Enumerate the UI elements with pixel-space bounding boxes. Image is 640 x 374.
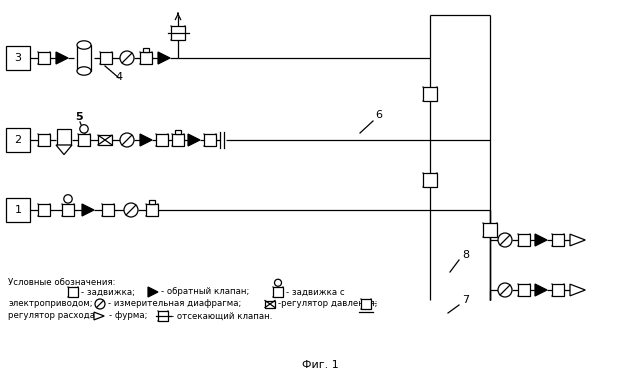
Bar <box>552 284 564 296</box>
Polygon shape <box>94 312 104 320</box>
Bar <box>6 128 30 152</box>
Bar <box>68 287 78 297</box>
Bar <box>273 287 283 297</box>
Circle shape <box>498 233 512 247</box>
Ellipse shape <box>77 67 91 75</box>
Circle shape <box>275 279 282 286</box>
Circle shape <box>498 283 512 297</box>
Bar <box>38 134 50 146</box>
Polygon shape <box>535 234 547 246</box>
Bar <box>57 129 71 145</box>
Text: - задвижка;: - задвижка; <box>81 288 135 297</box>
Bar <box>518 284 530 296</box>
Bar <box>171 26 185 40</box>
Polygon shape <box>140 134 152 146</box>
Text: 2: 2 <box>15 135 22 145</box>
Circle shape <box>120 51 134 65</box>
Text: - фурма;: - фурма; <box>109 312 147 321</box>
Polygon shape <box>188 134 200 146</box>
Text: - обратный клапан;: - обратный клапан; <box>161 288 250 297</box>
Text: - задвижка с: - задвижка с <box>286 288 344 297</box>
Text: -регулятор давления;: -регулятор давления; <box>278 300 378 309</box>
Bar <box>204 134 216 146</box>
Ellipse shape <box>77 41 91 49</box>
Polygon shape <box>56 52 68 64</box>
Bar <box>175 130 181 134</box>
Bar <box>483 223 497 237</box>
Circle shape <box>95 299 105 309</box>
Bar <box>172 134 184 146</box>
Circle shape <box>80 125 88 133</box>
Bar <box>265 300 275 307</box>
Bar <box>423 173 437 187</box>
Bar <box>156 134 168 146</box>
Text: 3: 3 <box>15 53 22 63</box>
Polygon shape <box>570 234 586 246</box>
Bar <box>102 204 114 216</box>
Bar <box>100 52 112 64</box>
Polygon shape <box>158 52 170 64</box>
Circle shape <box>64 195 72 203</box>
Bar <box>158 311 168 321</box>
Text: электроприводом;: электроприводом; <box>8 300 93 309</box>
Bar <box>6 46 30 70</box>
Bar <box>62 204 74 216</box>
Text: - измерительная диафрагма;: - измерительная диафрагма; <box>108 300 241 309</box>
Polygon shape <box>56 145 72 154</box>
Bar <box>361 299 371 309</box>
Text: 1: 1 <box>15 205 22 215</box>
Bar <box>140 52 152 64</box>
Text: 5: 5 <box>75 112 83 122</box>
Circle shape <box>124 203 138 217</box>
Bar <box>149 200 155 204</box>
Bar <box>518 234 530 246</box>
Bar <box>38 52 50 64</box>
Bar <box>143 48 149 52</box>
Text: регулятор расхода;: регулятор расхода; <box>8 312 98 321</box>
Text: 8: 8 <box>462 250 469 260</box>
Polygon shape <box>570 284 586 296</box>
Bar <box>98 135 112 145</box>
Text: Условные обозначения:: Условные обозначения: <box>8 278 115 287</box>
Bar <box>77 45 91 71</box>
Text: 7: 7 <box>462 295 469 305</box>
Text: 4: 4 <box>115 72 122 82</box>
Text: 6: 6 <box>375 110 382 120</box>
Bar <box>146 204 158 216</box>
Polygon shape <box>148 287 158 297</box>
Bar <box>38 204 50 216</box>
Text: -: - <box>374 300 377 309</box>
Text: Фиг. 1: Фиг. 1 <box>301 360 339 370</box>
Bar <box>6 198 30 222</box>
Bar <box>552 234 564 246</box>
Circle shape <box>120 133 134 147</box>
Text: - отсекающий клапан.: - отсекающий клапан. <box>171 312 273 321</box>
Bar <box>78 134 90 146</box>
Bar <box>423 87 437 101</box>
Polygon shape <box>535 284 547 296</box>
Polygon shape <box>82 204 94 216</box>
